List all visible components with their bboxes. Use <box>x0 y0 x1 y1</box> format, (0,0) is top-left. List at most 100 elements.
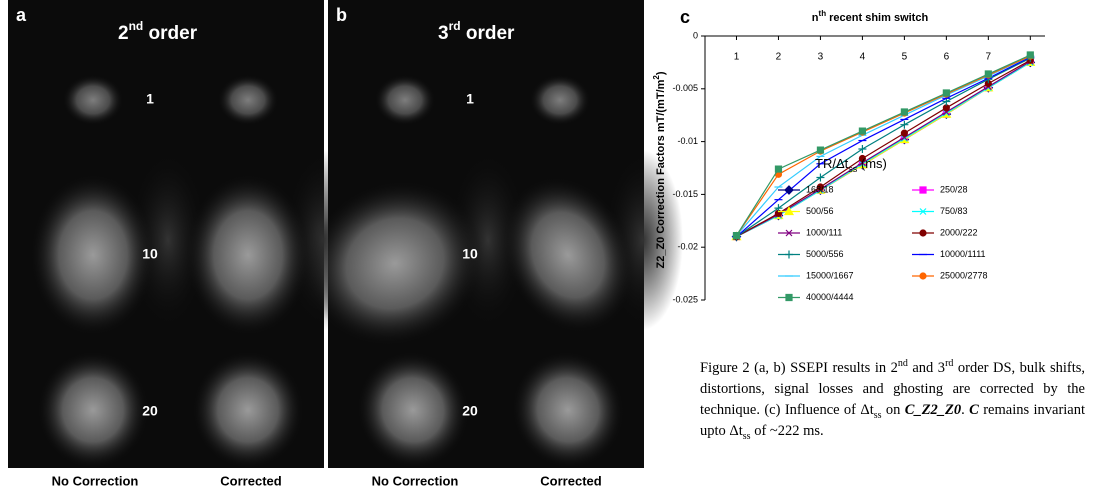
superscript: rd <box>449 19 461 33</box>
text-part: n <box>812 12 819 24</box>
slice-label: 10 <box>142 246 158 262</box>
caption-text: on <box>881 402 905 418</box>
marker <box>816 183 825 191</box>
x-tick-label: 5 <box>902 52 908 63</box>
figure-caption: Figure 2 (a, b) SSEPI results in 2nd and… <box>700 358 1085 442</box>
legend-label: 1000/111 <box>806 227 842 237</box>
legend-label: 500/56 <box>806 206 834 216</box>
caption-text: remains invariant upto Δt <box>700 402 1086 439</box>
marker <box>783 206 795 216</box>
subscript: ss <box>848 164 858 174</box>
caption-text: and 3 <box>907 360 946 376</box>
marker <box>774 204 783 213</box>
caption-text: . <box>961 402 970 418</box>
series-line <box>735 54 1031 236</box>
marker <box>816 146 825 154</box>
marker <box>919 186 927 194</box>
brain-slice <box>357 352 469 468</box>
caption-text: C_Z2_Z0 <box>904 402 962 418</box>
text-part: order <box>143 23 197 44</box>
legend-label: 750/83 <box>940 206 968 216</box>
marker <box>816 173 825 182</box>
marker <box>732 231 741 240</box>
text-part: Z2_Z0 Correction Factors mT/(mT/m <box>655 79 667 268</box>
series-line <box>736 59 1031 238</box>
slice-label: 20 <box>462 403 478 419</box>
text-part: order <box>461 23 515 44</box>
caption-text: Figure 2 (a, b) SSEPI results in 2 <box>700 360 898 376</box>
x-tick-label: 1 <box>734 52 740 63</box>
slice-label: 10 <box>462 246 478 262</box>
series-line <box>736 60 1031 238</box>
superscript: th <box>819 9 827 18</box>
panel-label: b <box>336 5 347 25</box>
text-part: recent shim switch <box>826 12 928 24</box>
chart: c nth recent shim switch Z2_Z0 Correction … <box>652 7 1045 304</box>
x-tick-label: 3 <box>818 52 824 63</box>
text-part: 3 <box>438 23 449 44</box>
x-tick-label: 6 <box>944 52 950 63</box>
chart-label: c <box>680 7 690 27</box>
legend-title: TR/Δtss (ms) <box>815 156 887 174</box>
caption-text: of ~222 ms. <box>750 423 824 439</box>
chart-title: nth recent shim switch <box>812 9 929 24</box>
y-tick-label: 0 <box>693 30 698 40</box>
marker <box>984 70 992 78</box>
marker <box>900 120 909 129</box>
y-tick-label: -0.025 <box>672 294 698 304</box>
brain-slice <box>375 75 435 125</box>
brain-slice <box>193 352 303 468</box>
brain-slice <box>306 181 484 346</box>
slice-label: 1 <box>466 91 474 107</box>
panel-title: 2nd order <box>118 19 198 44</box>
legend-label: 40000/4444 <box>806 292 854 302</box>
caption-text: order DS, bulk shifts, distortions, sign… <box>700 360 1085 418</box>
caption-text: C <box>969 402 979 418</box>
slice-label: 1 <box>146 91 154 107</box>
marker <box>919 272 927 280</box>
marker <box>1026 51 1034 59</box>
legend-label: 250/28 <box>940 184 968 194</box>
marker <box>900 129 908 137</box>
brain-slice <box>530 75 590 125</box>
series-line <box>736 56 1031 238</box>
superscript: nd <box>129 19 144 33</box>
series-line <box>736 57 1031 238</box>
marker <box>942 104 950 112</box>
marker <box>919 229 927 237</box>
x-tick-label: 4 <box>860 52 866 63</box>
marker <box>785 250 793 259</box>
column-label: No Correction <box>52 473 139 488</box>
marker <box>900 108 908 116</box>
y-tick-label: -0.02 <box>677 242 698 252</box>
superscript: 2 <box>652 75 661 80</box>
brain-slice <box>512 352 624 468</box>
marker <box>919 208 927 215</box>
text-part: 2 <box>118 23 129 44</box>
brain-slice <box>38 352 148 468</box>
y-tick-label: -0.01 <box>677 136 698 146</box>
brain-slice <box>218 75 278 125</box>
marker <box>942 89 950 97</box>
marker <box>858 154 867 163</box>
caption-text: nd <box>897 358 908 370</box>
x-tick-label: 7 <box>986 52 992 63</box>
marker <box>784 185 794 195</box>
caption-text: ss <box>873 409 882 421</box>
caption-text: rd <box>945 358 954 370</box>
text-part: ) <box>655 71 667 75</box>
marker <box>785 229 793 237</box>
column-label: Corrected <box>540 473 601 488</box>
text-part: (ms) <box>857 156 887 171</box>
legend-label: 25000/2778 <box>940 270 988 280</box>
x-tick-label: 2 <box>776 52 782 63</box>
marker <box>785 293 793 302</box>
y-axis-title: Z2_Z0 Correction Factors mT/(mT/m2) <box>652 71 667 268</box>
legend-label: 5000/556 <box>806 249 844 259</box>
legend-label: 15000/1667 <box>806 270 854 280</box>
legend-label: 168/18 <box>806 184 834 194</box>
series-line <box>736 55 1031 236</box>
